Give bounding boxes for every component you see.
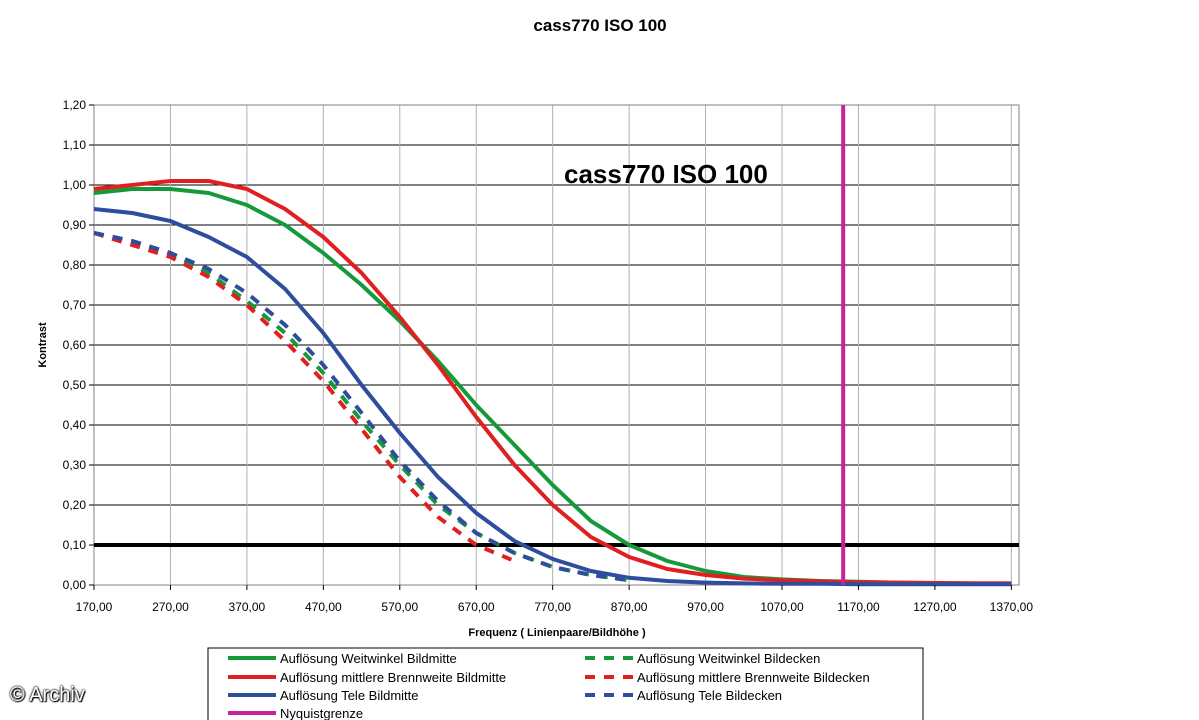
- legend-label: Auflösung Tele Bildecken: [637, 688, 782, 703]
- x-axis-label: Frequenz ( Linienpaare/Bildhöhe ): [468, 627, 646, 639]
- x-tick-label: 1170,00: [837, 600, 880, 614]
- y-tick-label: 1,20: [63, 98, 87, 112]
- y-tick-label: 0,00: [63, 578, 87, 592]
- legend-box: [207, 647, 924, 720]
- y-tick-label: 0,50: [63, 378, 87, 392]
- series-layer: [93, 105, 1019, 587]
- ticks-layer: 0,00 0,10 0,20 0,30 0,40 0,50 0,60 0,70 0,80 0,90…: [63, 98, 1034, 614]
- x-tick-label: 1270,00: [913, 600, 957, 614]
- legend-label: Auflösung Tele Bildmitte: [280, 688, 419, 703]
- x-tick-label: 270,00: [152, 600, 189, 614]
- y-tick-label: 0,90: [63, 218, 87, 232]
- x-tick-label: 370,00: [229, 600, 266, 614]
- series-line: [93, 231, 630, 583]
- x-tick-label: 770,00: [534, 600, 571, 614]
- x-tick-label: 470,00: [305, 600, 342, 614]
- series-line: [93, 231, 516, 563]
- legend-label: Auflösung Weitwinkel Bildmitte: [280, 651, 457, 666]
- y-tick-label: 0,20: [63, 498, 87, 512]
- legend-label: Nyquistgrenze: [280, 706, 363, 720]
- grid: [93, 104, 1019, 586]
- y-tick-label: 0,70: [63, 298, 87, 312]
- legend-label: Auflösung Weitwinkel Bildecken: [637, 651, 820, 666]
- x-tick-label: 1070,00: [760, 600, 804, 614]
- y-tick-label: 0,30: [63, 458, 87, 472]
- legend-label: Auflösung mittlere Brennweite Bildmitte: [280, 670, 506, 685]
- x-tick-label: 970,00: [687, 600, 724, 614]
- x-tick-label: 170,00: [76, 600, 113, 614]
- x-tick-label: 670,00: [458, 600, 495, 614]
- y-tick-label: 1,00: [63, 178, 87, 192]
- x-tick-label: 570,00: [381, 600, 418, 614]
- y-tick-label: 0,60: [63, 338, 87, 352]
- y-tick-label: 0,40: [63, 418, 87, 432]
- legend-label: Auflösung mittlere Brennweite Bildecken: [637, 670, 870, 685]
- x-tick-label: 1370,00: [990, 600, 1034, 614]
- y-tick-label: 0,80: [63, 258, 87, 272]
- y-axis-label: Kontrast: [37, 322, 49, 368]
- watermark: © Archiv: [10, 684, 85, 706]
- legend: Auflösung Weitwinkel Bildmitte Auflösung …: [228, 651, 870, 720]
- y-tick-label: 0,10: [63, 538, 87, 552]
- x-tick-label: 870,00: [611, 600, 648, 614]
- chart-title: cass770 ISO 100: [533, 16, 666, 35]
- inner-chart-title: cass770 ISO 100: [564, 159, 768, 189]
- series-line: [93, 207, 1012, 587]
- y-tick-label: 1,10: [63, 138, 87, 152]
